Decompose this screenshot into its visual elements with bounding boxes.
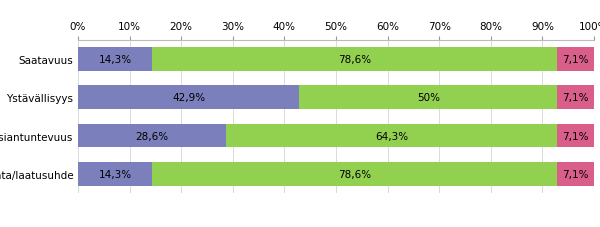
Text: 42,9%: 42,9% <box>172 93 205 103</box>
Text: 28,6%: 28,6% <box>135 131 169 141</box>
Text: 50%: 50% <box>417 93 440 103</box>
Text: 78,6%: 78,6% <box>338 169 371 179</box>
Bar <box>226 124 557 148</box>
Text: 7,1%: 7,1% <box>562 131 589 141</box>
Bar <box>78 86 299 110</box>
Bar <box>78 48 152 72</box>
Bar <box>152 48 557 72</box>
Text: 7,1%: 7,1% <box>562 169 589 179</box>
Bar <box>557 124 594 148</box>
Text: 64,3%: 64,3% <box>375 131 408 141</box>
Bar <box>557 86 594 110</box>
Text: 78,6%: 78,6% <box>338 55 371 65</box>
Text: 14,3%: 14,3% <box>98 169 131 179</box>
Bar <box>557 162 594 186</box>
Bar <box>557 48 594 72</box>
Bar <box>78 124 226 148</box>
Text: 14,3%: 14,3% <box>98 55 131 65</box>
Bar <box>78 162 152 186</box>
Text: 7,1%: 7,1% <box>562 55 589 65</box>
Text: 7,1%: 7,1% <box>562 93 589 103</box>
Bar <box>152 162 557 186</box>
Bar <box>299 86 557 110</box>
